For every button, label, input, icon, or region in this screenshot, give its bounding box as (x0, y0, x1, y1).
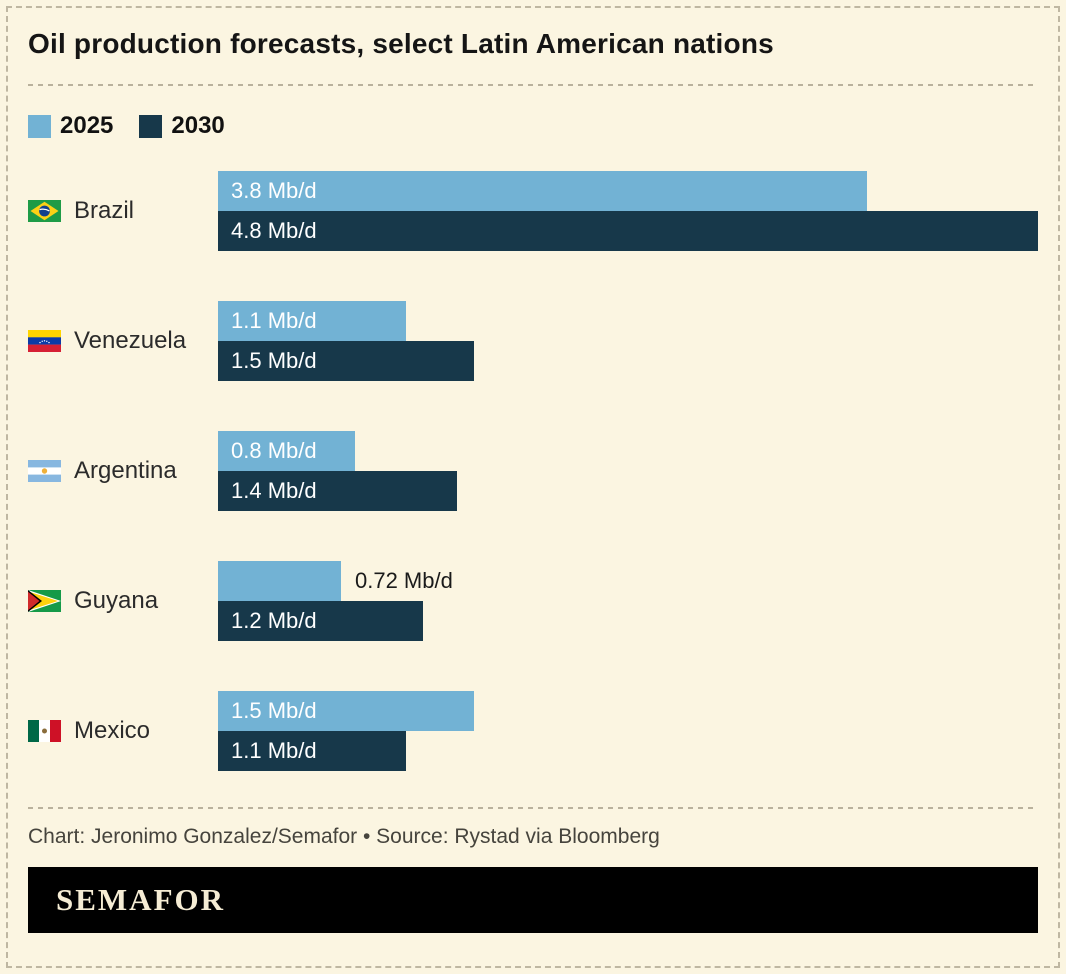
country-name: Mexico (74, 717, 151, 744)
bar-value-label: 1.5 Mb/d (231, 348, 317, 373)
country-name: Guyana (74, 587, 159, 614)
bar-group: 3.8 Mb/d 4.8 Mb/d (218, 171, 1038, 251)
bar-2030-mexico: 1.1 Mb/d (218, 731, 406, 771)
legend-swatch-2025 (28, 114, 51, 138)
guyana-flag-icon (28, 590, 61, 612)
country-name: Venezuela (74, 327, 187, 354)
legend-item-2025: 2025 (28, 112, 113, 140)
bar-2030-brazil: 4.8 Mb/d (218, 211, 1038, 251)
bar-chart: Brazil 3.8 Mb/d 4.8 Mb/d Venezuela 1.1 Mb/d 1… (28, 171, 1038, 771)
country-label: Brazil (28, 197, 218, 225)
chart-row-argentina: Argentina 0.8 Mb/d 1.4 Mb/d (28, 431, 1038, 511)
bar-group: 0.8 Mb/d 1.4 Mb/d (218, 431, 1038, 511)
chart-row-guyana: Guyana 0.72 Mb/d 1.2 Mb/d (28, 561, 1038, 641)
bar-track: 0.72 Mb/d (218, 561, 1038, 601)
chart-card: Oil production forecasts, select Latin A… (6, 6, 1060, 968)
bar-2025-argentina: 0.8 Mb/d (218, 431, 355, 471)
country-label: Mexico (28, 717, 218, 745)
bar-value-label: 1.4 Mb/d (231, 478, 317, 503)
chart-credit: Chart: Jeronimo Gonzalez/Semafor • Sourc… (28, 825, 660, 848)
bar-track: 4.8 Mb/d (218, 211, 1038, 251)
bar-track: 3.8 Mb/d (218, 171, 1038, 211)
country-label: Argentina (28, 457, 218, 485)
bar-value-label: 0.8 Mb/d (231, 438, 317, 463)
country-label: Venezuela (28, 327, 218, 355)
bar-value-label: 1.1 Mb/d (231, 738, 317, 763)
bar-track: 1.4 Mb/d (218, 471, 1038, 511)
bar-track: 1.5 Mb/d (218, 691, 1038, 731)
bar-value-label: 1.5 Mb/d (231, 698, 317, 723)
bar-track: 1.1 Mb/d (218, 731, 1038, 771)
bar-value-label: 1.2 Mb/d (231, 608, 317, 633)
bar-value-label: 0.72 Mb/d (355, 568, 453, 593)
bar-2030-venezuela: 1.5 Mb/d (218, 341, 475, 381)
bar-group: 0.72 Mb/d 1.2 Mb/d (218, 561, 1038, 641)
bar-2025-brazil: 3.8 Mb/d (218, 171, 868, 211)
venezuela-flag-icon (28, 330, 61, 352)
country-name: Argentina (74, 457, 177, 484)
bar-2025-guyana (218, 561, 341, 601)
bar-value-label: 1.1 Mb/d (231, 308, 317, 333)
argentina-flag-icon (28, 460, 61, 482)
semafor-logo-bar: SEMAFOR (28, 867, 1038, 933)
bar-track: 1.1 Mb/d (218, 301, 1038, 341)
mexico-flag-icon (28, 720, 61, 742)
bar-2025-mexico: 1.5 Mb/d (218, 691, 475, 731)
legend: 2025 2030 (28, 112, 1038, 140)
country-name: Brazil (74, 197, 135, 224)
top-divider (28, 84, 1038, 86)
legend-label-2025: 2025 (60, 112, 114, 139)
bar-track: 1.5 Mb/d (218, 341, 1038, 381)
chart-row-mexico: Mexico 1.5 Mb/d 1.1 Mb/d (28, 691, 1038, 771)
legend-swatch-2030 (139, 114, 163, 138)
bar-2025-venezuela: 1.1 Mb/d (218, 301, 406, 341)
bar-group: 1.1 Mb/d 1.5 Mb/d (218, 301, 1038, 381)
bar-track: 0.8 Mb/d (218, 431, 1038, 471)
brazil-flag-icon (28, 200, 61, 222)
chart-row-brazil: Brazil 3.8 Mb/d 4.8 Mb/d (28, 171, 1038, 251)
bar-track: 1.2 Mb/d (218, 601, 1038, 641)
bar-value-label: 4.8 Mb/d (231, 218, 317, 243)
chart-row-venezuela: Venezuela 1.1 Mb/d 1.5 Mb/d (28, 301, 1038, 381)
bar-value-label: 3.8 Mb/d (231, 178, 317, 203)
country-label: Guyana (28, 587, 218, 615)
chart-title: Oil production forecasts, select Latin A… (28, 28, 774, 59)
bar-2030-guyana: 1.2 Mb/d (218, 601, 423, 641)
bar-2030-argentina: 1.4 Mb/d (218, 471, 458, 511)
bottom-divider (28, 807, 1038, 809)
bar-group: 1.5 Mb/d 1.1 Mb/d (218, 691, 1038, 771)
legend-item-2030: 2030 (139, 112, 225, 140)
legend-label-2030: 2030 (171, 112, 225, 139)
semafor-logo: SEMAFOR (56, 882, 225, 917)
